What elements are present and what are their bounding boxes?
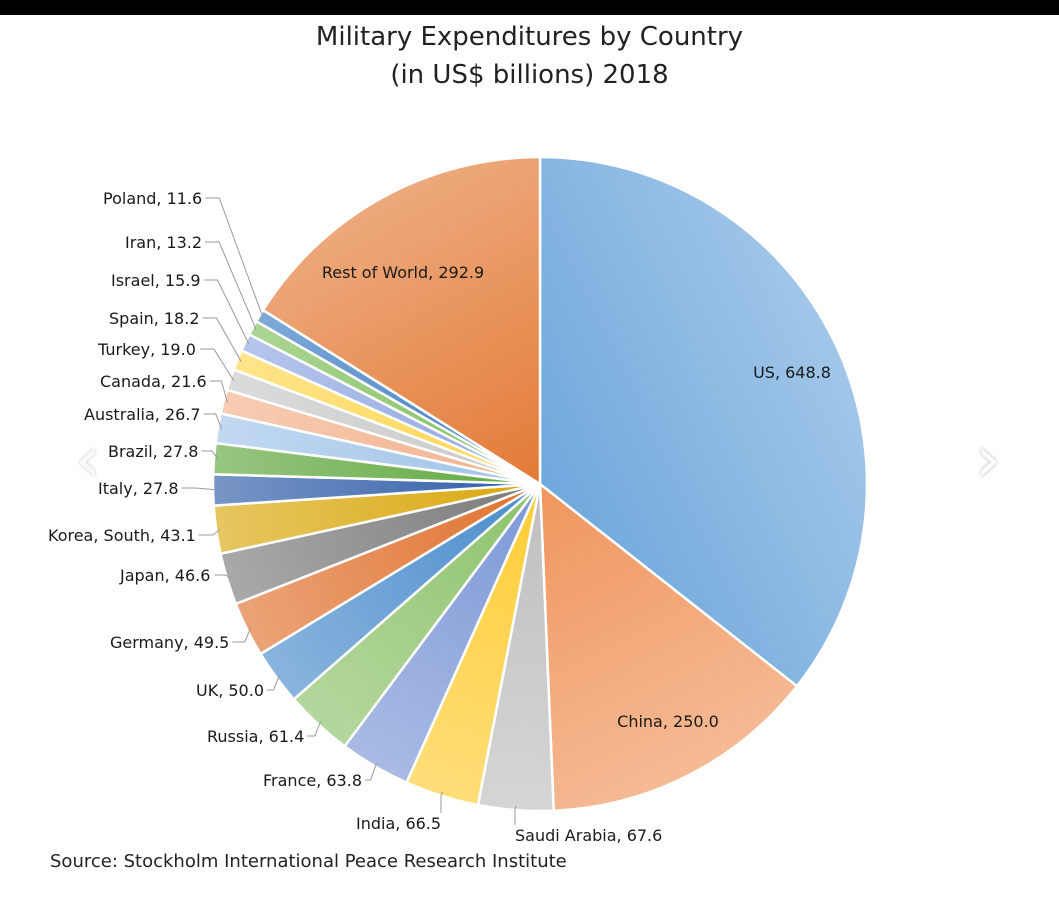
slice-label-us: US, 648.8 — [753, 363, 831, 382]
leader-line — [205, 241, 257, 330]
leader-line — [214, 574, 232, 579]
slice-label-brazil: Brazil, 27.8 — [108, 442, 198, 461]
leader-line — [202, 317, 242, 362]
slice-label-turkey: Turkey, 19.0 — [97, 340, 196, 359]
slice-label-israel: Israel, 15.9 — [111, 271, 201, 290]
slice-label-saudi-arabia: Saudi Arabia, 67.6 — [515, 826, 662, 845]
slice-label-china: China, 250.0 — [617, 712, 719, 731]
leader-line — [181, 487, 218, 491]
leader-line — [198, 528, 221, 536]
leader-line — [199, 348, 235, 382]
leader-line — [209, 380, 228, 403]
top-bar — [0, 0, 1059, 15]
slice-label-russia: Russia, 61.4 — [207, 727, 304, 746]
slice-label-korea-south: Korea, South, 43.1 — [48, 526, 196, 545]
source-note: Source: Stockholm International Peace Re… — [50, 851, 567, 872]
slice-label-france: France, 63.8 — [263, 771, 362, 790]
slice-label-japan: Japan, 46.6 — [119, 566, 210, 585]
leader-line — [201, 450, 219, 460]
slice-label-poland: Poland, 11.6 — [103, 189, 202, 208]
leader-line — [365, 762, 378, 781]
leader-line — [232, 627, 252, 643]
leader-line — [514, 805, 517, 825]
chart-title: Military Expenditures by Country (in US$… — [0, 18, 1059, 94]
previous-arrow-icon[interactable]: ‹ — [75, 423, 101, 497]
pie-slice-us — [538, 155, 869, 688]
slice-label-spain: Spain, 18.2 — [109, 309, 200, 328]
leader-line — [267, 674, 280, 691]
slice-label-uk: UK, 50.0 — [196, 681, 264, 700]
chart-title-line-1: Military Expenditures by Country — [315, 22, 744, 52]
leader-line — [205, 197, 264, 318]
pie-slice-china — [538, 481, 799, 813]
slice-label-rest-of-world: Rest of World, 292.9 — [322, 263, 484, 282]
leader-line — [203, 413, 223, 430]
leader-line — [203, 279, 250, 345]
slice-label-canada: Canada, 21.6 — [100, 372, 207, 391]
slice-label-italy: Italy, 27.8 — [98, 479, 179, 498]
slice-label-iran: Iran, 13.2 — [125, 233, 202, 252]
slice-label-australia: Australia, 26.7 — [84, 405, 201, 424]
slice-label-germany: Germany, 49.5 — [110, 633, 229, 652]
pie-slice-rest-of-world — [261, 155, 542, 487]
slice-label-india: India, 66.5 — [356, 814, 441, 833]
chart-title-line-2: (in US$ billions) 2018 — [390, 60, 669, 90]
leader-line — [440, 791, 444, 813]
leader-line — [307, 720, 322, 737]
next-arrow-icon[interactable]: › — [975, 423, 1001, 497]
